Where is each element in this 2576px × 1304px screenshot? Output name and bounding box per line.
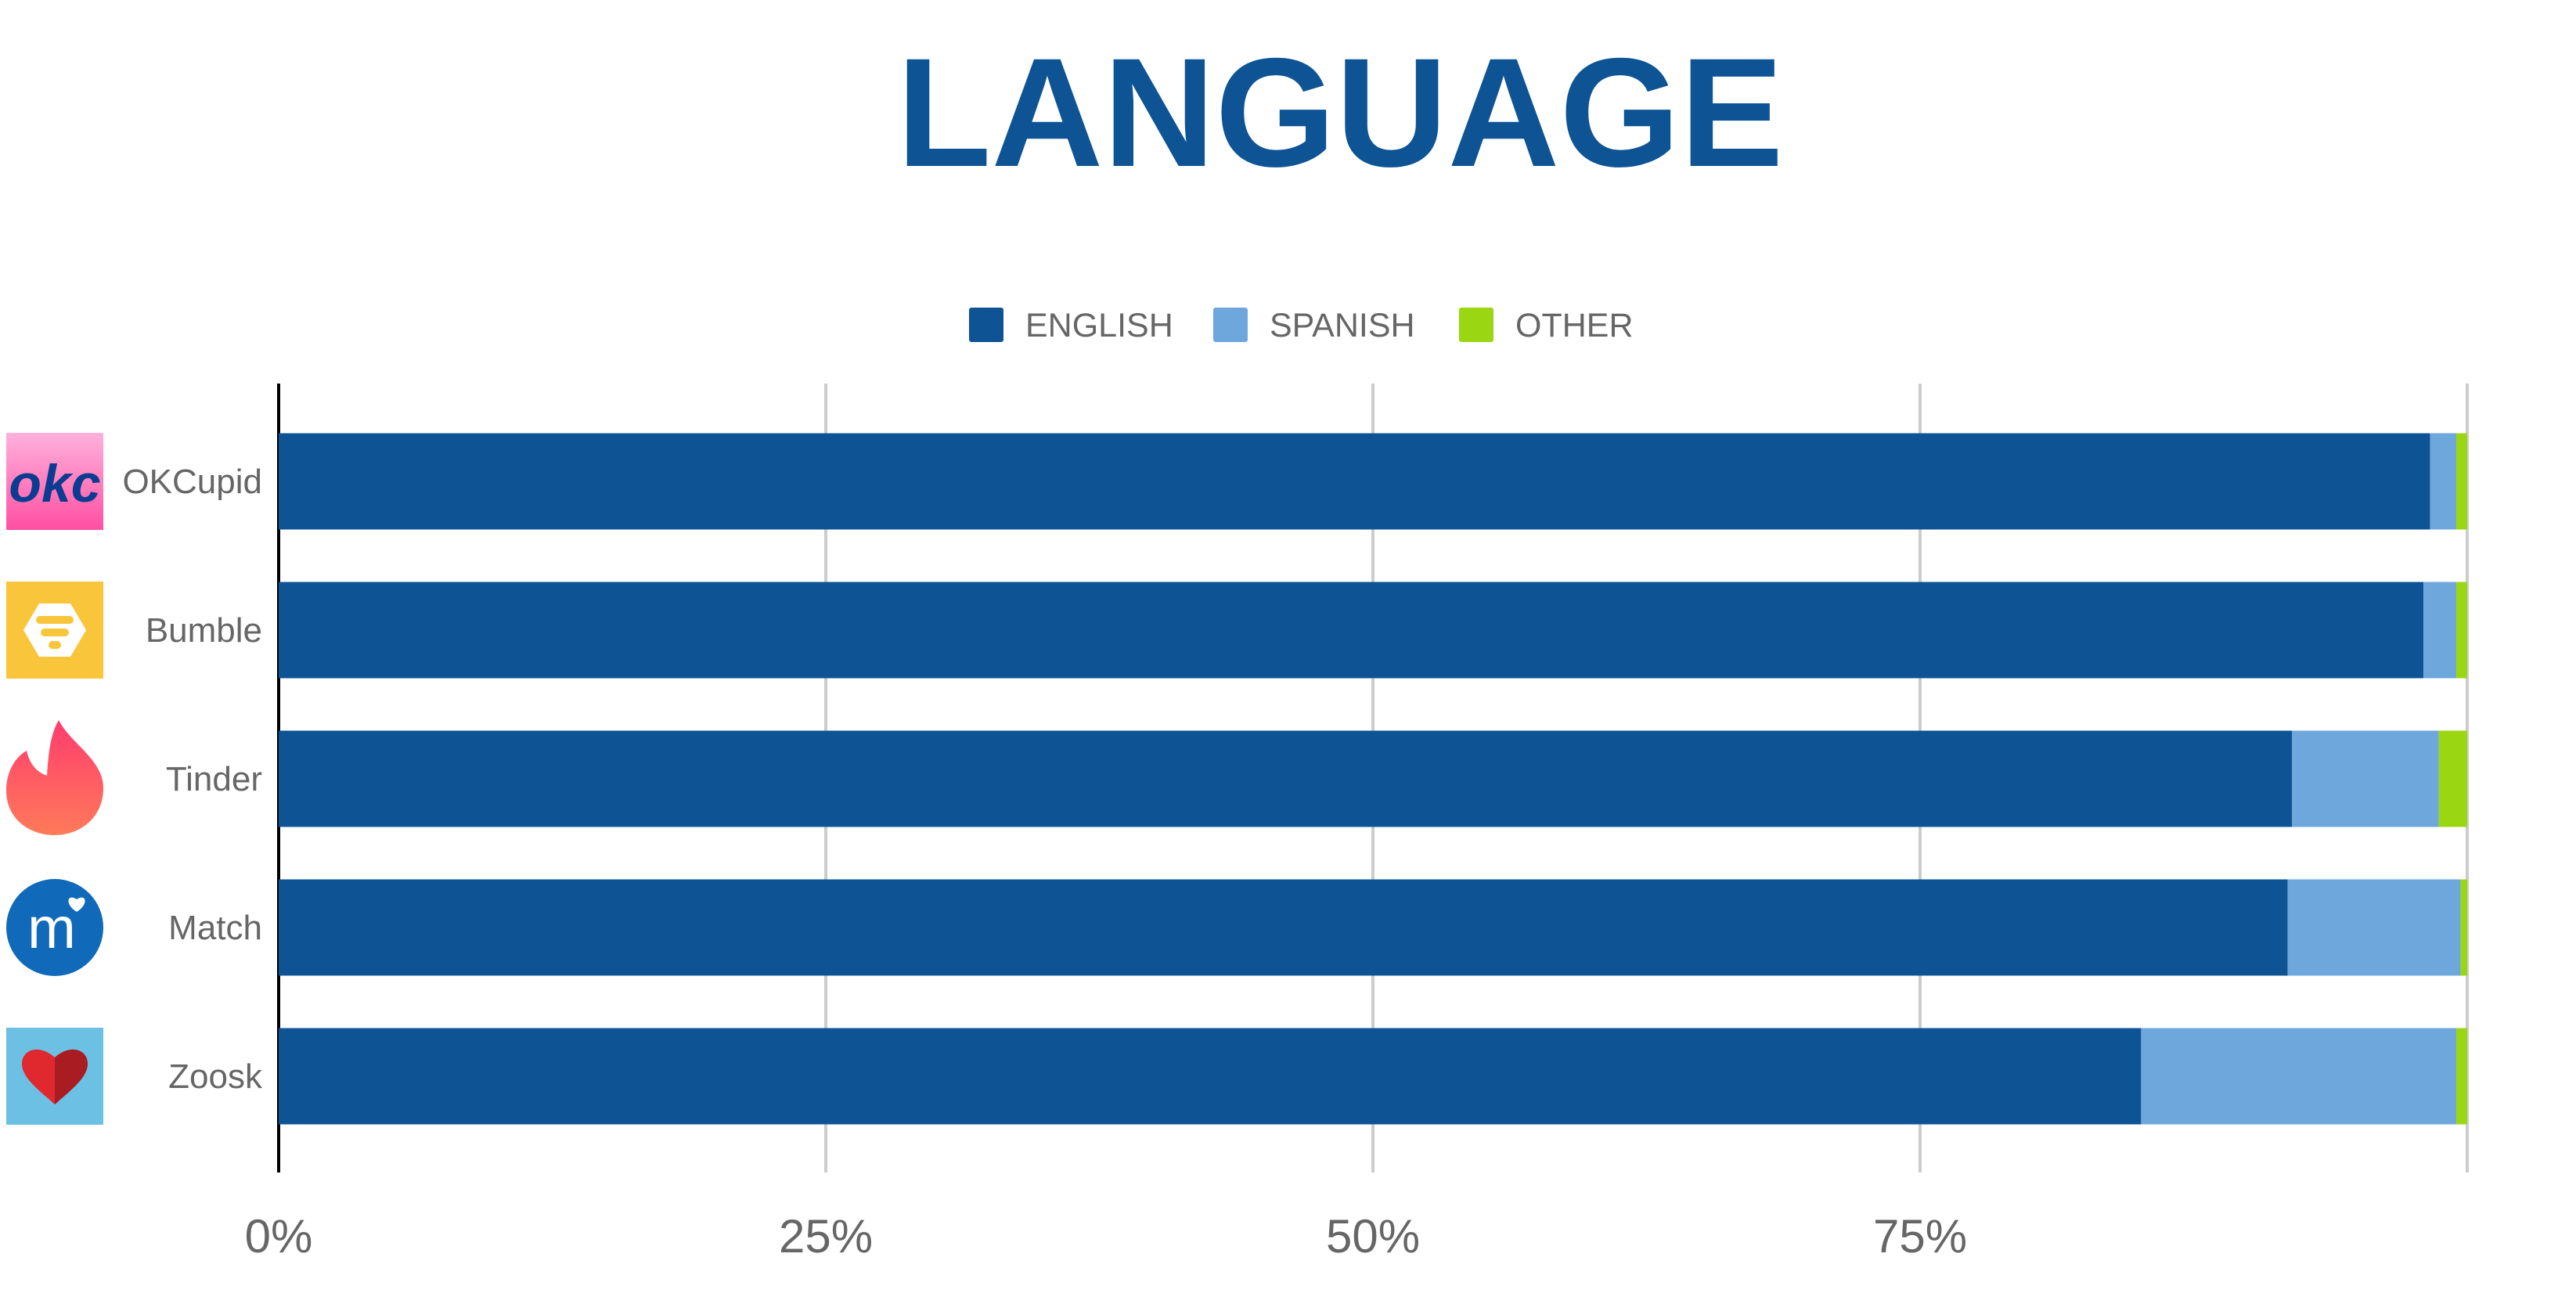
category-labels: OKCupid Bumble Tinder Match Zoosk [122, 463, 263, 1096]
bar-match-english [279, 879, 2288, 976]
zoosk-heart-shade [55, 1049, 88, 1104]
bar-okcupid-english [279, 433, 2430, 530]
x-tick-label: 0% [245, 1210, 313, 1263]
tinder-flame-shape [6, 720, 103, 835]
tinder-flame-icon [6, 720, 103, 835]
bar-okcupid-spanish [2430, 433, 2457, 530]
legend-label-other: OTHER [1515, 307, 1634, 344]
legend-swatch-spanish [1213, 308, 1248, 342]
bumble-stripe [36, 616, 74, 624]
app-icons: okc m [6, 433, 103, 1125]
bar-bumble-other [2456, 582, 2467, 679]
bar-tinder-spanish [2292, 730, 2439, 827]
bar-okcupid-other [2456, 433, 2467, 530]
bar-tinder-english [279, 730, 2293, 827]
match-logo-icon: m [6, 879, 103, 976]
bar-bumble-spanish [2423, 582, 2457, 679]
bumble-logo-icon [6, 582, 103, 679]
category-label: Tinder [166, 760, 262, 798]
legend-label-english: ENGLISH [1025, 307, 1173, 344]
match-heart [68, 897, 85, 912]
chart-title: LANGUAGE [897, 26, 1784, 199]
category-label: OKCupid [122, 463, 262, 501]
legend: ENGLISH SPANISH OTHER [969, 307, 1634, 344]
x-tick-label: 75% [1873, 1210, 1967, 1263]
x-tick-label: 50% [1326, 1210, 1420, 1263]
legend-swatch-english [969, 308, 1003, 342]
bumble-stripe [41, 629, 69, 636]
category-label: Zoosk [168, 1057, 263, 1096]
bumble-stripe [49, 641, 61, 649]
bar-bumble-english [279, 582, 2424, 679]
x-tick-label: 25% [779, 1210, 873, 1263]
bar-zoosk-other [2456, 1028, 2467, 1125]
bar-match-spanish [2287, 879, 2461, 976]
category-label: Bumble [146, 611, 262, 650]
category-label: Match [168, 909, 262, 947]
zoosk-heart-icon [6, 1028, 103, 1125]
okcupid-logo-text: okc [9, 454, 100, 513]
bar-match-other [2460, 879, 2467, 976]
legend-swatch-other [1459, 308, 1493, 342]
bars [279, 433, 2467, 1125]
legend-label-spanish: SPANISH [1270, 307, 1415, 344]
bar-zoosk-spanish [2141, 1028, 2457, 1125]
okcupid-logo-bg [6, 433, 103, 530]
match-logo-text: m [27, 895, 76, 960]
x-tick-labels: 0% 25% 50% 75% [245, 1210, 1967, 1263]
okcupid-logo-icon: okc [6, 433, 103, 530]
bar-tinder-other [2438, 730, 2467, 827]
bar-zoosk-english [279, 1028, 2142, 1125]
